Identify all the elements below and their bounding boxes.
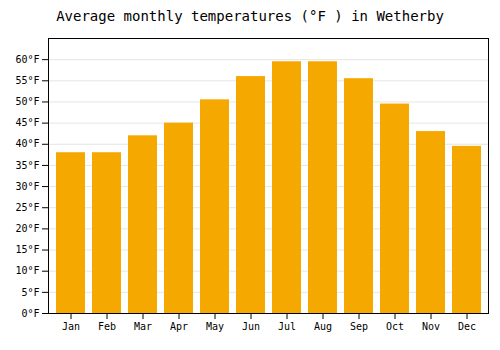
- svg-text:Oct: Oct: [386, 321, 404, 332]
- svg-text:Jun: Jun: [242, 321, 260, 332]
- svg-text:Jul: Jul: [278, 321, 296, 332]
- svg-text:Mar: Mar: [134, 321, 152, 332]
- svg-text:55°F: 55°F: [15, 75, 39, 86]
- svg-text:45°F: 45°F: [15, 117, 39, 128]
- svg-text:40°F: 40°F: [15, 138, 39, 149]
- svg-text:35°F: 35°F: [15, 160, 39, 171]
- svg-text:10°F: 10°F: [15, 265, 39, 276]
- svg-text:Apr: Apr: [170, 321, 188, 332]
- svg-text:20°F: 20°F: [15, 223, 39, 234]
- svg-text:Jan: Jan: [62, 321, 80, 332]
- svg-text:Feb: Feb: [98, 321, 116, 332]
- svg-text:25°F: 25°F: [15, 202, 39, 213]
- svg-text:15°F: 15°F: [15, 244, 39, 255]
- svg-text:Nov: Nov: [422, 321, 440, 332]
- svg-text:50°F: 50°F: [15, 96, 39, 107]
- svg-text:0°F: 0°F: [21, 308, 39, 319]
- svg-text:30°F: 30°F: [15, 181, 39, 192]
- html-text:Average monthly temperatures (: Average monthly temperatures (°F ) in We…: [56, 8, 444, 24]
- svg-text:5°F: 5°F: [21, 287, 39, 298]
- svg-text:Dec: Dec: [458, 321, 476, 332]
- svg-text:May: May: [206, 321, 224, 332]
- svg-text:60°F: 60°F: [15, 54, 39, 65]
- svg-text:Aug: Aug: [314, 321, 332, 332]
- svg-text:Sep: Sep: [350, 321, 368, 332]
